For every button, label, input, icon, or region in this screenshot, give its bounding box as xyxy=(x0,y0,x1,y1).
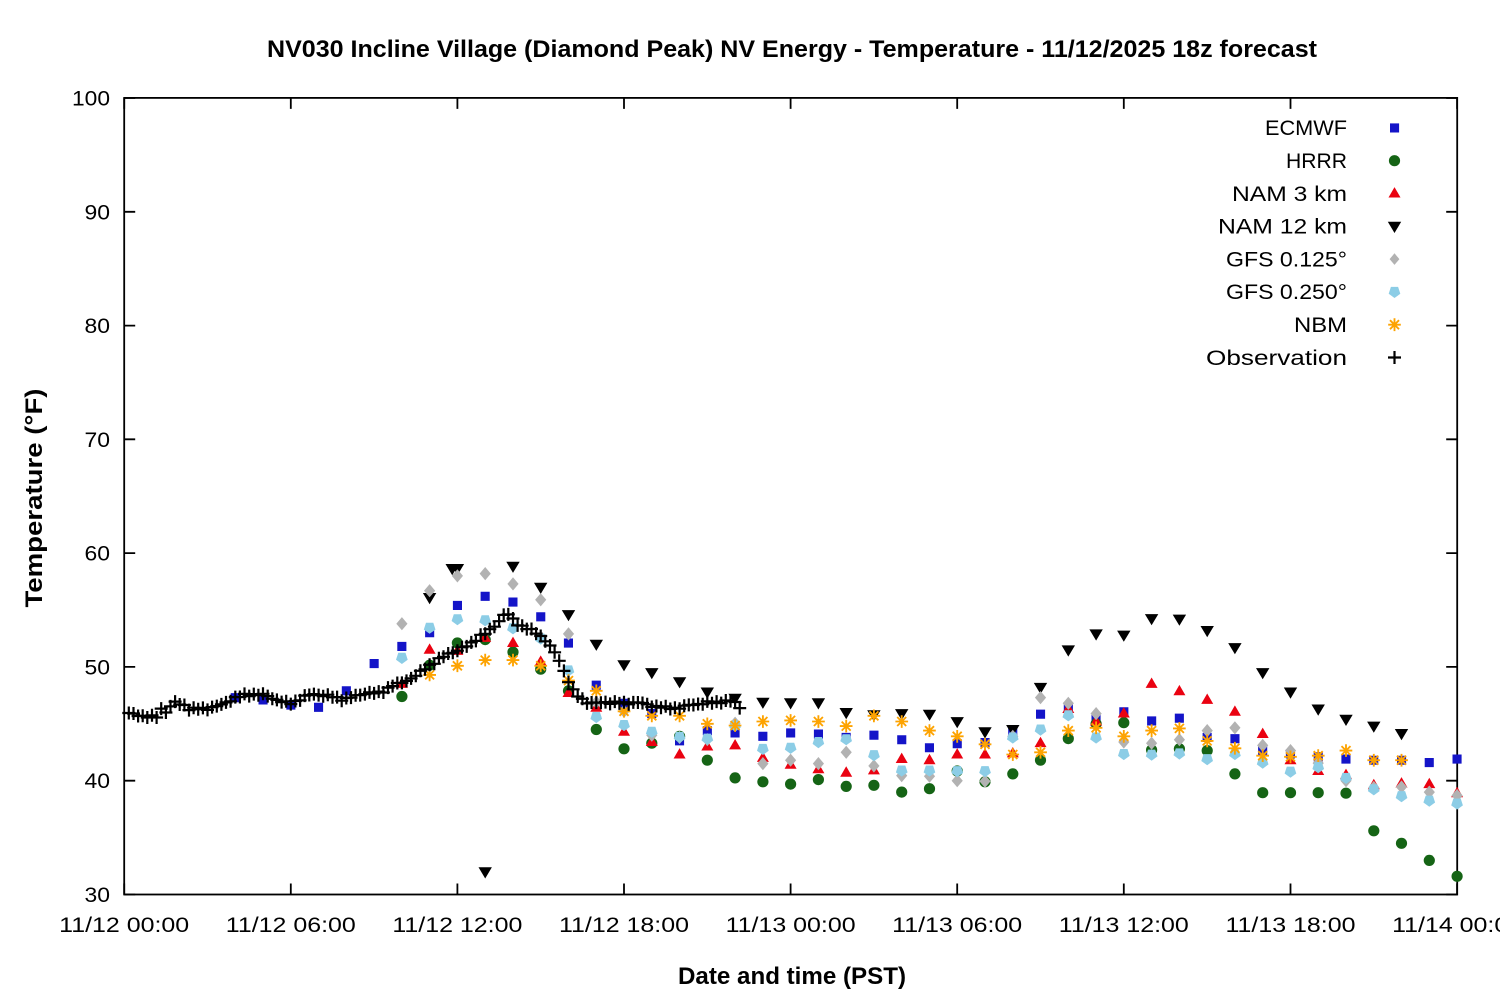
svg-text:30: 30 xyxy=(85,884,111,907)
svg-text:50: 50 xyxy=(85,656,111,679)
svg-text:Observation: Observation xyxy=(1206,347,1347,370)
svg-text:GFS 0.250°: GFS 0.250° xyxy=(1226,281,1347,304)
svg-text:11/14 00:00: 11/14 00:00 xyxy=(1392,914,1500,937)
svg-text:HRRR: HRRR xyxy=(1286,150,1347,173)
svg-text:11/13 12:00: 11/13 12:00 xyxy=(1059,914,1189,937)
svg-text:70: 70 xyxy=(85,429,111,452)
svg-text:11/12 12:00: 11/12 12:00 xyxy=(392,914,522,937)
svg-text:11/13 00:00: 11/13 00:00 xyxy=(726,914,856,937)
svg-text:ECMWF: ECMWF xyxy=(1265,117,1347,140)
svg-text:Temperature (°F): Temperature (°F) xyxy=(21,389,48,608)
svg-text:11/12 06:00: 11/12 06:00 xyxy=(226,914,356,937)
svg-text:90: 90 xyxy=(85,201,111,224)
svg-text:11/13 06:00: 11/13 06:00 xyxy=(892,914,1022,937)
svg-text:60: 60 xyxy=(85,543,111,566)
svg-text:NBM: NBM xyxy=(1294,314,1347,337)
svg-text:80: 80 xyxy=(85,315,111,338)
svg-text:100: 100 xyxy=(72,88,110,111)
svg-text:Date and time (PST): Date and time (PST) xyxy=(678,963,906,990)
svg-text:40: 40 xyxy=(85,770,111,793)
svg-text:GFS 0.125°: GFS 0.125° xyxy=(1226,248,1347,271)
svg-text:11/13 18:00: 11/13 18:00 xyxy=(1226,914,1356,937)
svg-text:NAM 3 km: NAM 3 km xyxy=(1232,183,1347,206)
svg-text:11/12 00:00: 11/12 00:00 xyxy=(59,914,189,937)
svg-text:NV030 Incline Village (Diamond: NV030 Incline Village (Diamond Peak) NV … xyxy=(267,36,1317,63)
svg-text:NAM 12 km: NAM 12 km xyxy=(1218,216,1347,239)
svg-text:11/12 18:00: 11/12 18:00 xyxy=(559,914,689,937)
